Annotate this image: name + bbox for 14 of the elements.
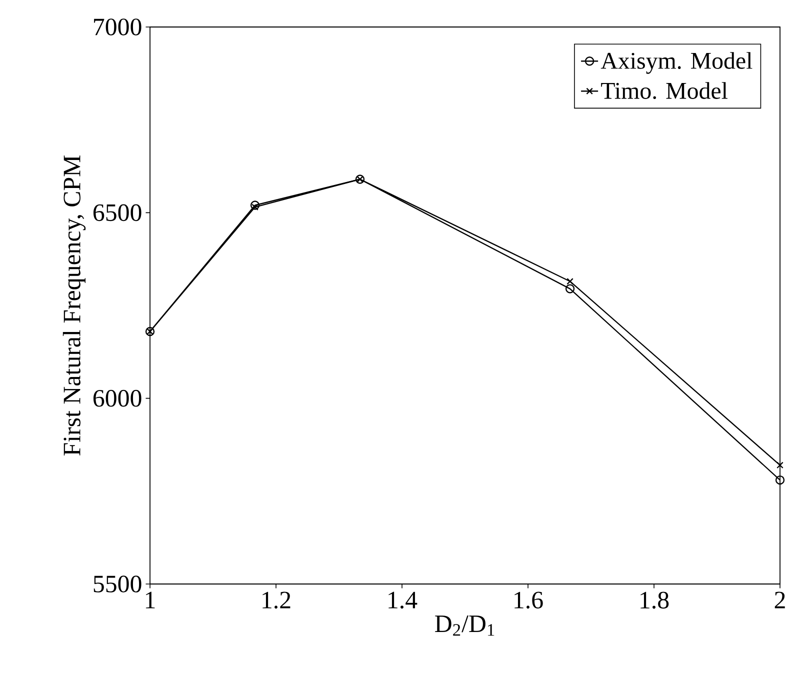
- y-tick-label: 6000: [93, 390, 142, 407]
- legend-label: Axisym. Model: [600, 52, 752, 74]
- legend-label: Timo. Model: [601, 82, 728, 100]
- x-tick-label: 1.2: [262, 592, 290, 609]
- x-tick-label: 2: [774, 592, 785, 608]
- x-tick-label: 1.6: [514, 592, 543, 609]
- x-axis-title: D$_{2}$/D$_{1}$: [435, 616, 494, 636]
- x-tick-label: 1.4: [388, 592, 418, 609]
- y-tick-label: 7000: [94, 18, 142, 36]
- x-tick-label: 1: [146, 592, 155, 608]
- x-tick-label: 1.8: [640, 592, 669, 609]
- y-axis-title: First Natural Frequency, CPM: [62, 156, 86, 456]
- y-tick-label: 5500: [94, 576, 142, 592]
- y-tick-label: 6500: [93, 204, 142, 222]
